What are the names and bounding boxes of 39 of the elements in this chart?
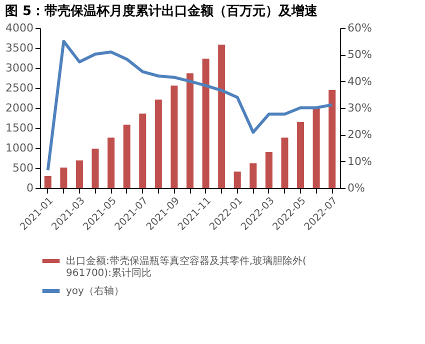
y-tick-label: 2000 <box>6 102 34 114</box>
bar <box>44 176 52 188</box>
bar <box>234 172 241 188</box>
bar <box>312 108 320 188</box>
bar <box>123 124 130 188</box>
y-tick-label: 1000 <box>6 142 34 154</box>
line-series <box>46 40 334 172</box>
y-tick-label: 3500 <box>6 42 34 54</box>
bar <box>92 148 99 188</box>
legend-label: 出口金额:带壳保温瓶等真空容器及其零件,玻璃胆除外(961700):累计同比 <box>66 255 307 279</box>
bar <box>297 122 304 188</box>
y2-tick-label: 30% <box>348 102 372 114</box>
bar <box>76 160 83 188</box>
bar <box>265 152 272 188</box>
y2-tick-label: 60% <box>348 22 372 34</box>
y2-tick-label: 50% <box>348 48 372 62</box>
y2-tick-label: 40% <box>348 74 372 88</box>
bar <box>170 86 178 188</box>
y-tick-label: 0 <box>26 182 34 194</box>
bar <box>250 163 257 188</box>
legend-label: yoy（右轴） <box>66 285 124 297</box>
bar <box>202 58 210 188</box>
y-tick-label: 3000 <box>6 62 34 74</box>
y2-tick-label: 20% <box>348 128 372 142</box>
y-tick-label: 2500 <box>6 82 34 94</box>
y-tick-label: 4000 <box>6 22 34 34</box>
bar <box>139 114 146 188</box>
bar <box>281 138 288 188</box>
y2-tick-label: 10% <box>348 154 372 168</box>
y2-tick-label: 0% <box>348 182 365 194</box>
bar <box>60 168 68 188</box>
bar <box>108 138 115 188</box>
bar <box>154 100 162 188</box>
y-tick-label: 500 <box>12 162 34 174</box>
bar <box>186 73 194 188</box>
y-tick-label: 1500 <box>6 122 34 134</box>
bar <box>328 90 336 188</box>
bar <box>218 44 226 188</box>
chart-title: 图 5：带壳保温杯月度累计出口金额（百万元）及增速 <box>5 3 319 19</box>
